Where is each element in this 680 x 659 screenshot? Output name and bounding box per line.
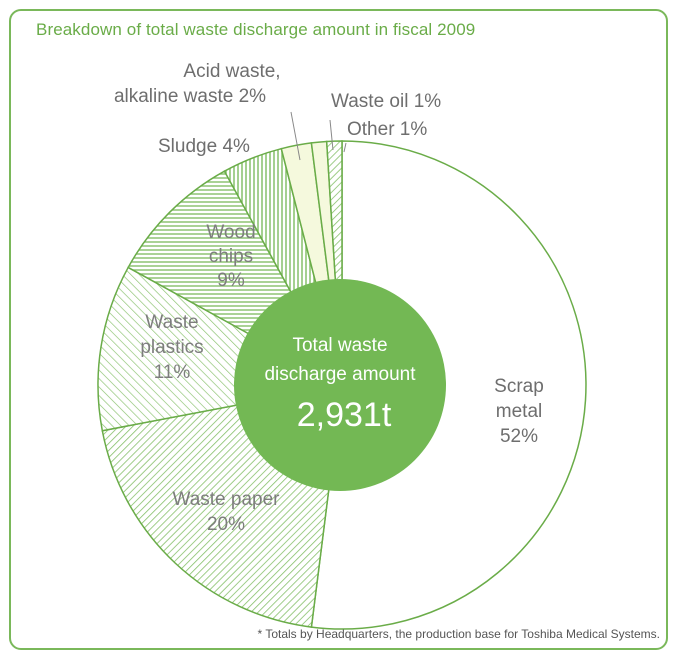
leader-other — [343, 142, 347, 153]
center-value: 2,931t — [297, 396, 392, 434]
center-line2: discharge amount — [264, 364, 416, 385]
leader-acid — [290, 111, 301, 161]
leader-oil — [329, 119, 334, 151]
chart-title: Breakdown of total waste discharge amoun… — [36, 20, 476, 39]
label-plastics-line2: plastics — [140, 337, 203, 358]
label-plastics-line3: 11% — [154, 362, 191, 383]
label-paper-line1: Waste paper — [172, 489, 280, 510]
label-plastics-line1: Waste — [145, 312, 198, 333]
label-wood-line1: Wood — [206, 222, 255, 243]
label-oil: Waste oil 1% — [331, 91, 441, 112]
chart-frame — [9, 9, 668, 650]
label-wood-line2: chips — [209, 246, 253, 267]
label-sludge: Sludge 4% — [158, 136, 250, 157]
center-disc — [234, 279, 446, 491]
footnote: * Totals by Headquarters, the production… — [257, 627, 660, 641]
label-acid-line2: alkaline waste 2% — [114, 86, 266, 107]
label-other: Other 1% — [347, 119, 427, 140]
label-paper-line2: 20% — [207, 514, 245, 535]
label-acid-line1: Acid waste, — [183, 61, 280, 82]
label-scrap-line1: Scrap — [494, 376, 544, 397]
label-wood-line3: 9% — [217, 270, 245, 291]
pie-slice-scrap-metal — [310, 140, 587, 630]
label-scrap-line2: metal — [496, 401, 542, 422]
label-scrap-line3: 52% — [500, 426, 538, 447]
center-line1: Total waste — [292, 335, 387, 356]
